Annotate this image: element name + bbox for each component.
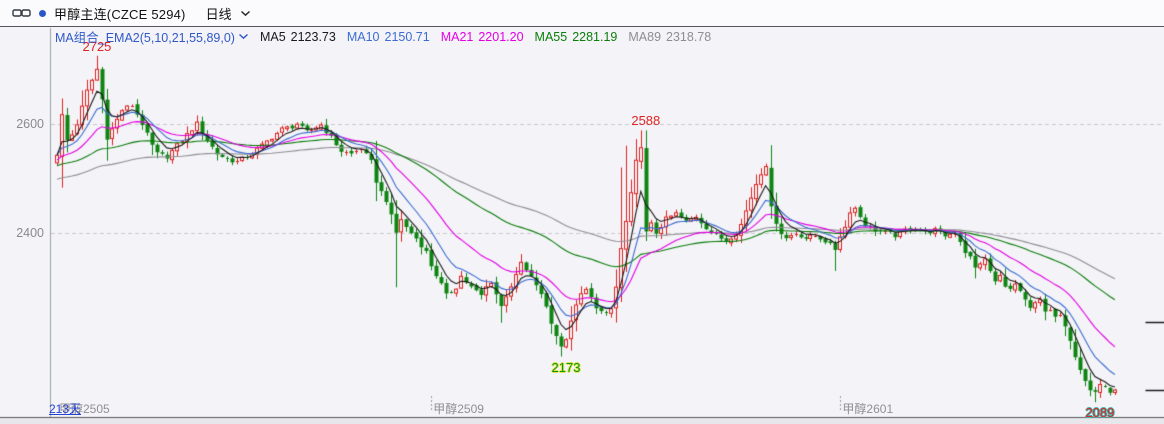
chevron-down-icon[interactable] <box>240 10 251 17</box>
ma89-readout: MA89 2318.78 <box>628 29 712 44</box>
title-bar: 甲醇主连(CZCE 5294) 日线 <box>0 0 1164 27</box>
ma10-readout: MA10 2150.71 <box>346 29 430 44</box>
swing-high-price-label: 2725 <box>82 38 112 54</box>
series-marker-dot <box>39 9 46 17</box>
contract-axis-label: 甲醇2509 <box>433 402 484 416</box>
link-icon[interactable] <box>12 7 31 19</box>
swing-high-price-label: 2588 <box>631 113 661 129</box>
visible-days-link[interactable]: 213天 <box>49 402 82 416</box>
swing-low-price-label: 2089 <box>1085 405 1115 421</box>
indicator-name[interactable]: MA组合_EMA2(5,10,21,55,89,0) <box>55 27 249 46</box>
swing-low-price-label: 2173 <box>551 359 581 375</box>
ma55-readout: MA55 2281.19 <box>534 29 618 44</box>
indicator-chevron-down-icon[interactable] <box>238 33 249 40</box>
period-selector[interactable]: 日线 <box>205 6 232 22</box>
instrument-title: 甲醇主连(CZCE 5294) <box>54 6 186 22</box>
indicator-name-label: MA组合_EMA2(5,10,21,55,89,0) <box>55 31 235 45</box>
indicator-legend: MA组合_EMA2(5,10,21,55,89,0) MA5 2123.73 MA… <box>55 27 712 46</box>
ma5-readout: MA5 2123.73 <box>259 29 336 44</box>
contract-axis-label: 甲醇2601 <box>842 402 894 416</box>
ma21-readout: MA21 2201.20 <box>440 29 524 44</box>
y-axis-tick-label: 2600 <box>16 116 44 131</box>
y-axis-tick-label: 2400 <box>16 225 44 240</box>
contract-axis-label: 甲醇2505 <box>59 402 110 416</box>
